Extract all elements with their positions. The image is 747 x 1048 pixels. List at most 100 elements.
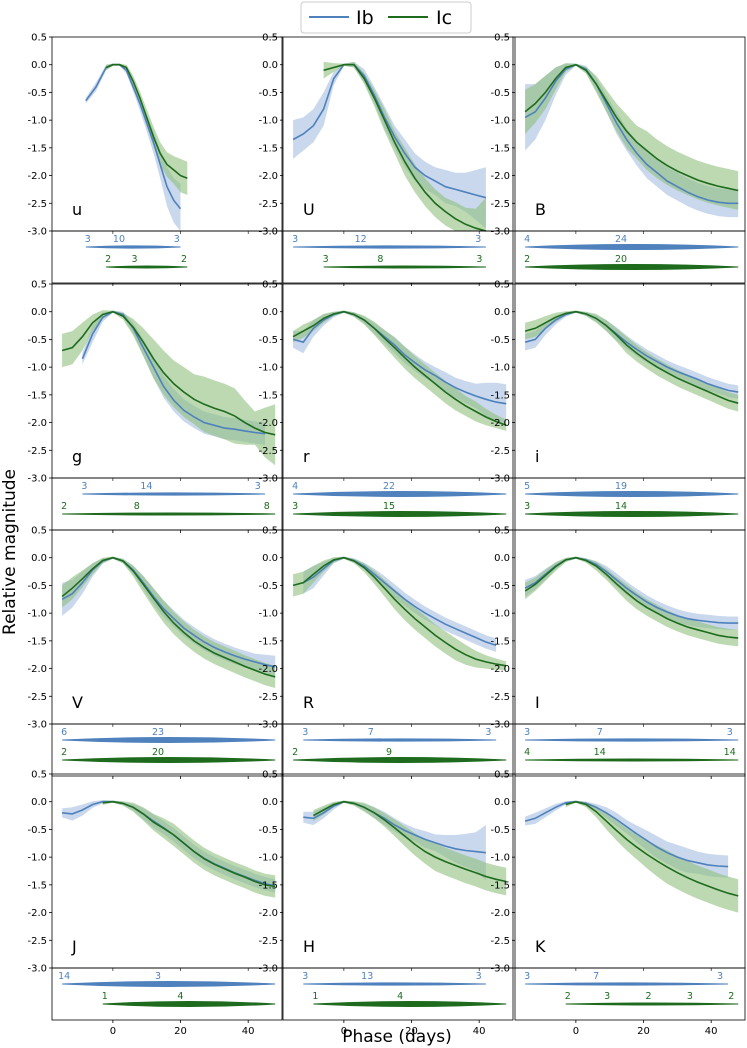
count-frame-H	[282, 967, 514, 1021]
ib-band-R	[303, 556, 497, 652]
x-axis-label: Phase (days)	[342, 1027, 452, 1047]
ic-count-r: 3	[292, 501, 298, 512]
ib-count-i: 19	[615, 481, 627, 492]
y-tick-label-U: 0.5	[262, 33, 278, 44]
band-label-u: u	[72, 200, 82, 219]
ic-line-I	[524, 556, 739, 639]
legend-ib-label: Ib	[356, 7, 374, 29]
x-tick-label-K: 20	[637, 1026, 650, 1037]
panel-B: 0.5 0.0 -0.5 -1.0 -1.5 -2.0 -2.5 -3.0 B 4 24 2 20	[490, 33, 746, 286]
y-tick-label-V: -3.0	[27, 720, 47, 731]
ib-count-J: 14	[58, 971, 70, 982]
y-tick-label-J: -2.5	[27, 936, 47, 947]
x-tick-label-K: 0	[573, 1026, 579, 1037]
panel-u: 0.50.0-0.5-1.0-1.5-2.0-2.5-3.0u3 10 32 3 2	[27, 33, 283, 286]
y-tick-label-H: -3.0	[258, 964, 278, 975]
ic-line-B	[524, 63, 739, 192]
plot-frame-r	[282, 283, 514, 479]
ic-count-bar-r	[293, 511, 507, 517]
plot-frame-R	[282, 529, 514, 725]
y-tick-label-i: 0.5	[494, 280, 510, 291]
legend: Ib Ic	[300, 1, 472, 34]
y-tick-label-H: -2.0	[258, 908, 278, 919]
y-tick-label-V: 0.0	[31, 553, 47, 564]
y-tick-label-g: -2.5	[27, 446, 47, 457]
y-tick-label-g: 0.0	[31, 307, 47, 318]
y-tick-label-V: -2.0	[27, 664, 47, 675]
ic-line-H	[313, 800, 507, 883]
x-tick-label-H: 20	[405, 1026, 418, 1037]
legend-ic-label: Ic	[436, 7, 452, 29]
panel-r: 0.5 0.0 -0.5 -1.0 -1.5 -2.0 -2.5 -3.0 r 4 22 3 15	[258, 280, 514, 533]
y-tick-label-K: -2.5	[490, 936, 510, 947]
y-tick-label-R: -1.0	[258, 609, 278, 620]
ic-count-I: 14	[594, 747, 606, 758]
x-tick-label-K: 40	[705, 1026, 718, 1037]
y-tick-label-U: -1.5	[258, 143, 278, 154]
y-tick-label-i: -0.5	[490, 335, 510, 346]
ic-band-R	[293, 556, 507, 671]
ic-count-bar-g	[62, 512, 276, 516]
y-tick-label-B: -1.0	[490, 116, 510, 127]
y-tick-label-g: -1.0	[27, 363, 47, 374]
band-label-I: I	[535, 693, 540, 712]
band-label-U: U	[303, 200, 315, 219]
count-frame-B	[514, 230, 746, 284]
y-tick-label-U: -0.5	[258, 88, 278, 99]
ic-band-g	[62, 310, 276, 466]
ic-line-R	[292, 556, 507, 667]
y-tick-label-U: -3.0	[258, 227, 278, 238]
ic-count-r: 15	[383, 501, 395, 512]
y-tick-label-B: -2.5	[490, 199, 510, 210]
ic-count-U: 3	[476, 254, 482, 265]
ib-count-K: 7	[593, 971, 599, 982]
ic-count-R: 9	[386, 747, 392, 758]
y-tick-label-J: -1.5	[27, 880, 47, 891]
band-label-R: R	[303, 693, 314, 712]
ib-band-U	[293, 61, 486, 229]
ic-count-bar-I	[525, 758, 739, 762]
ib-count-bar-r	[293, 491, 507, 497]
y-tick-label-u: -1.0	[27, 116, 47, 127]
y-tick-label-B: -2.0	[490, 171, 510, 182]
ic-count-bar-U	[323, 265, 486, 269]
count-frame-J	[51, 967, 283, 1021]
y-tick-label-H: -2.5	[258, 936, 278, 947]
ic-count-V: 20	[152, 747, 164, 758]
y-tick-label-H: -1.0	[258, 853, 278, 864]
band-label-H: H	[303, 937, 315, 956]
x-tick-label-H: 0	[341, 1026, 347, 1037]
ib-count-V: 6	[61, 727, 67, 738]
ic-count-K: 2	[728, 991, 734, 1002]
ib-count-K: 3	[717, 971, 723, 982]
ib-count-bar-u	[85, 245, 181, 249]
y-tick-label-H: -1.5	[258, 880, 278, 891]
count-frame-U	[282, 230, 514, 284]
y-tick-label-r: -1.0	[258, 363, 278, 374]
y-tick-label-V: -1.5	[27, 636, 47, 647]
ic-count-I: 14	[724, 747, 736, 758]
ib-count-R: 7	[368, 727, 374, 738]
y-tick-label-u: -3.0	[27, 227, 47, 238]
y-tick-label-R: -2.5	[258, 692, 278, 703]
band-label-J: J	[71, 937, 77, 956]
ib-line-U	[292, 63, 487, 199]
y-tick-label-B: -3.0	[490, 227, 510, 238]
y-tick-label-u: -1.5	[27, 143, 47, 154]
ib-count-U: 3	[475, 234, 481, 245]
ic-band-K	[565, 800, 739, 913]
ic-count-B: 20	[615, 254, 627, 265]
y-tick-label-I: 0.0	[494, 553, 510, 564]
ib-line-i	[524, 310, 739, 393]
y-tick-label-i: -1.5	[490, 390, 510, 401]
y-tick-label-u: 0.5	[31, 33, 47, 44]
y-tick-label-I: -0.5	[490, 581, 510, 592]
ib-count-U: 3	[292, 234, 298, 245]
y-tick-label-K: -1.0	[490, 853, 510, 864]
x-tick-label-J: 0	[110, 1026, 116, 1037]
y-tick-label-g: -1.5	[27, 390, 47, 401]
y-tick-label-K: -2.0	[490, 908, 510, 919]
y-tick-label-B: 0.0	[494, 60, 510, 71]
ic-band-u	[106, 63, 188, 195]
